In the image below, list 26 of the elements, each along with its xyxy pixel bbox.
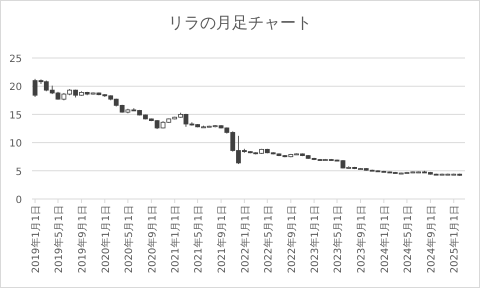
x-tick-label: 2019年5月1日 [52, 205, 65, 274]
x-tick-label: 2022年5月1日 [262, 205, 274, 274]
y-tick-label: 20 [9, 82, 22, 94]
x-tick-label: 2024年1月1日 [378, 205, 391, 274]
y-tick-label: 5 [16, 166, 22, 178]
x-tick-label: 2021年1月1日 [170, 205, 182, 274]
x-tick-label: 2020年5月1日 [122, 205, 135, 274]
x-tick-label: 2020年1月1日 [100, 205, 112, 274]
x-tick-label: 2023年9月1日 [356, 205, 368, 274]
x-tick-label: 2023年5月1日 [332, 205, 344, 274]
x-tick-label: 2019年9月1日 [76, 205, 88, 274]
y-tick-label: 15 [9, 110, 22, 122]
x-tick-label: 2020年9月1日 [146, 205, 158, 274]
x-tick-label: 2022年1月1日 [239, 205, 252, 274]
y-tick-label: 10 [9, 138, 22, 150]
x-tick-label: 2019年1月1日 [30, 205, 42, 274]
chart-title: リラの月足チャート [168, 13, 312, 32]
x-tick-label: 2023年1月1日 [309, 205, 322, 274]
y-tick-label: 0 [16, 195, 22, 206]
x-tick-label: 2021年5月1日 [192, 205, 205, 274]
x-tick-label: 2025年1月1日 [448, 205, 461, 274]
x-tick-label: 2021年9月1日 [216, 205, 228, 274]
x-tick-label: 2024年5月1日 [402, 205, 414, 274]
x-tick-label: 2022年9月1日 [286, 205, 298, 274]
x-tick-label: 2024年9月1日 [425, 205, 438, 274]
y-tick-label: 25 [9, 54, 22, 65]
